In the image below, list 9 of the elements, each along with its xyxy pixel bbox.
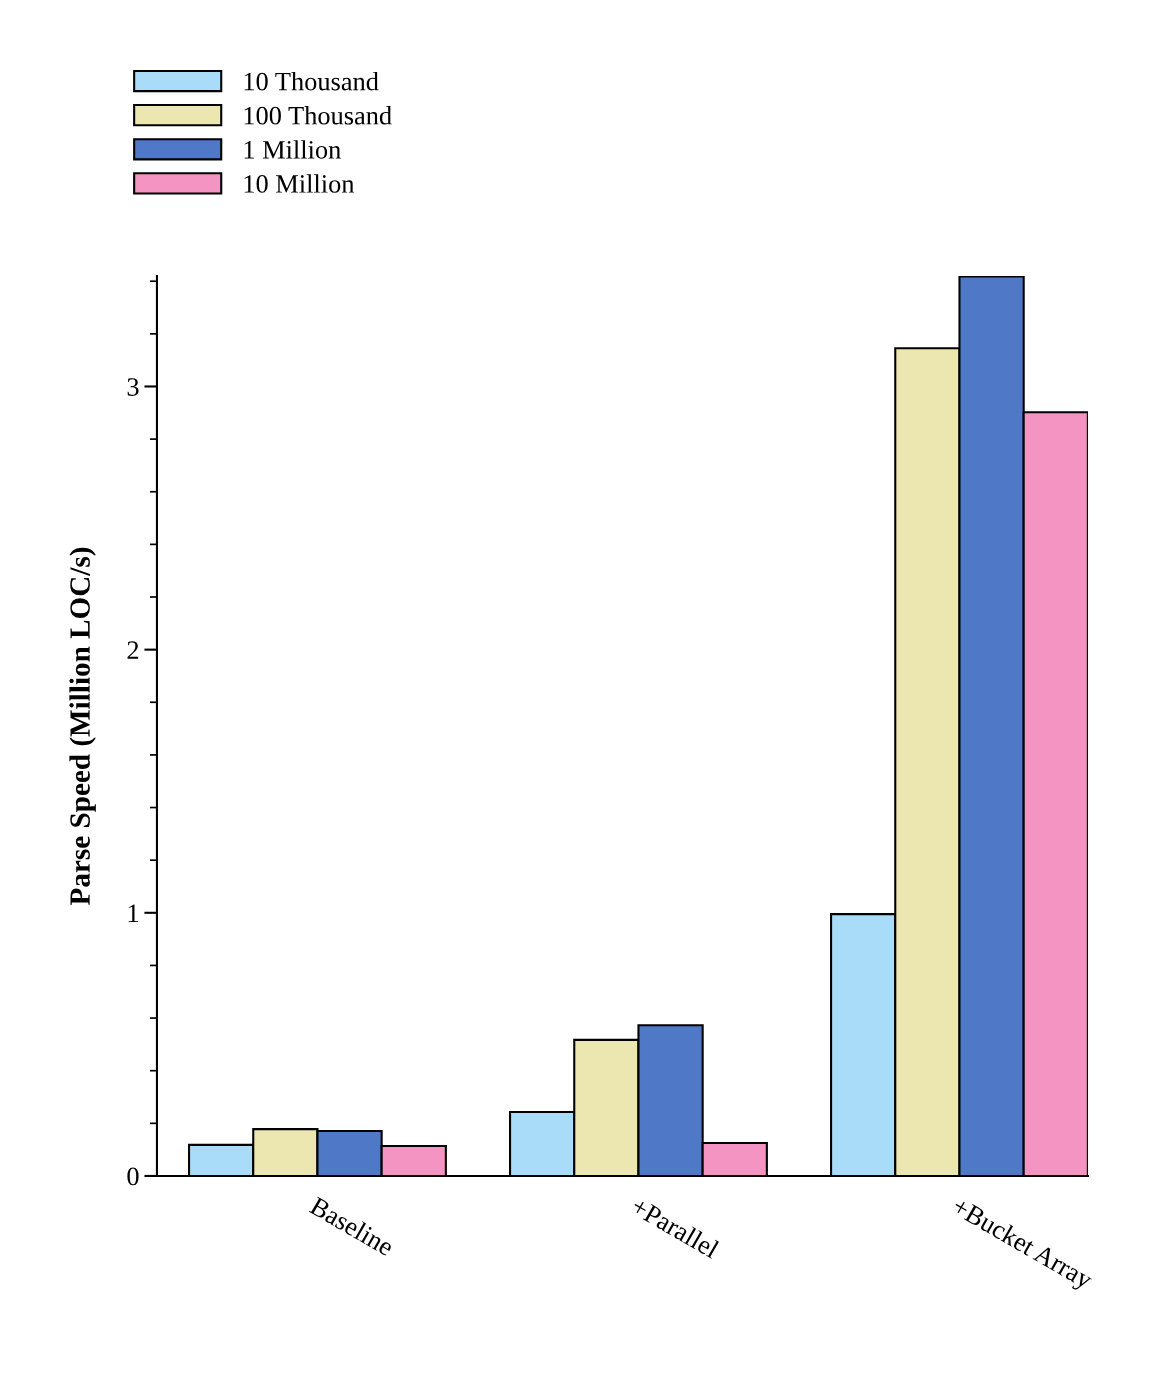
y-tick-label: 3 xyxy=(127,378,139,396)
legend-label: 10 Million xyxy=(244,174,355,193)
legend-label: 1 Million xyxy=(244,140,341,159)
y-tick-label: 1 xyxy=(128,904,138,922)
y-tick-label: 0 xyxy=(127,1167,139,1186)
y-tick-label: 2 xyxy=(127,641,139,659)
y-axis-title: Parse Speed (Million LOC/s) xyxy=(69,547,96,905)
legend-label: 100 Thousand xyxy=(244,106,392,125)
legend-label: 10 Thousand xyxy=(244,71,379,91)
